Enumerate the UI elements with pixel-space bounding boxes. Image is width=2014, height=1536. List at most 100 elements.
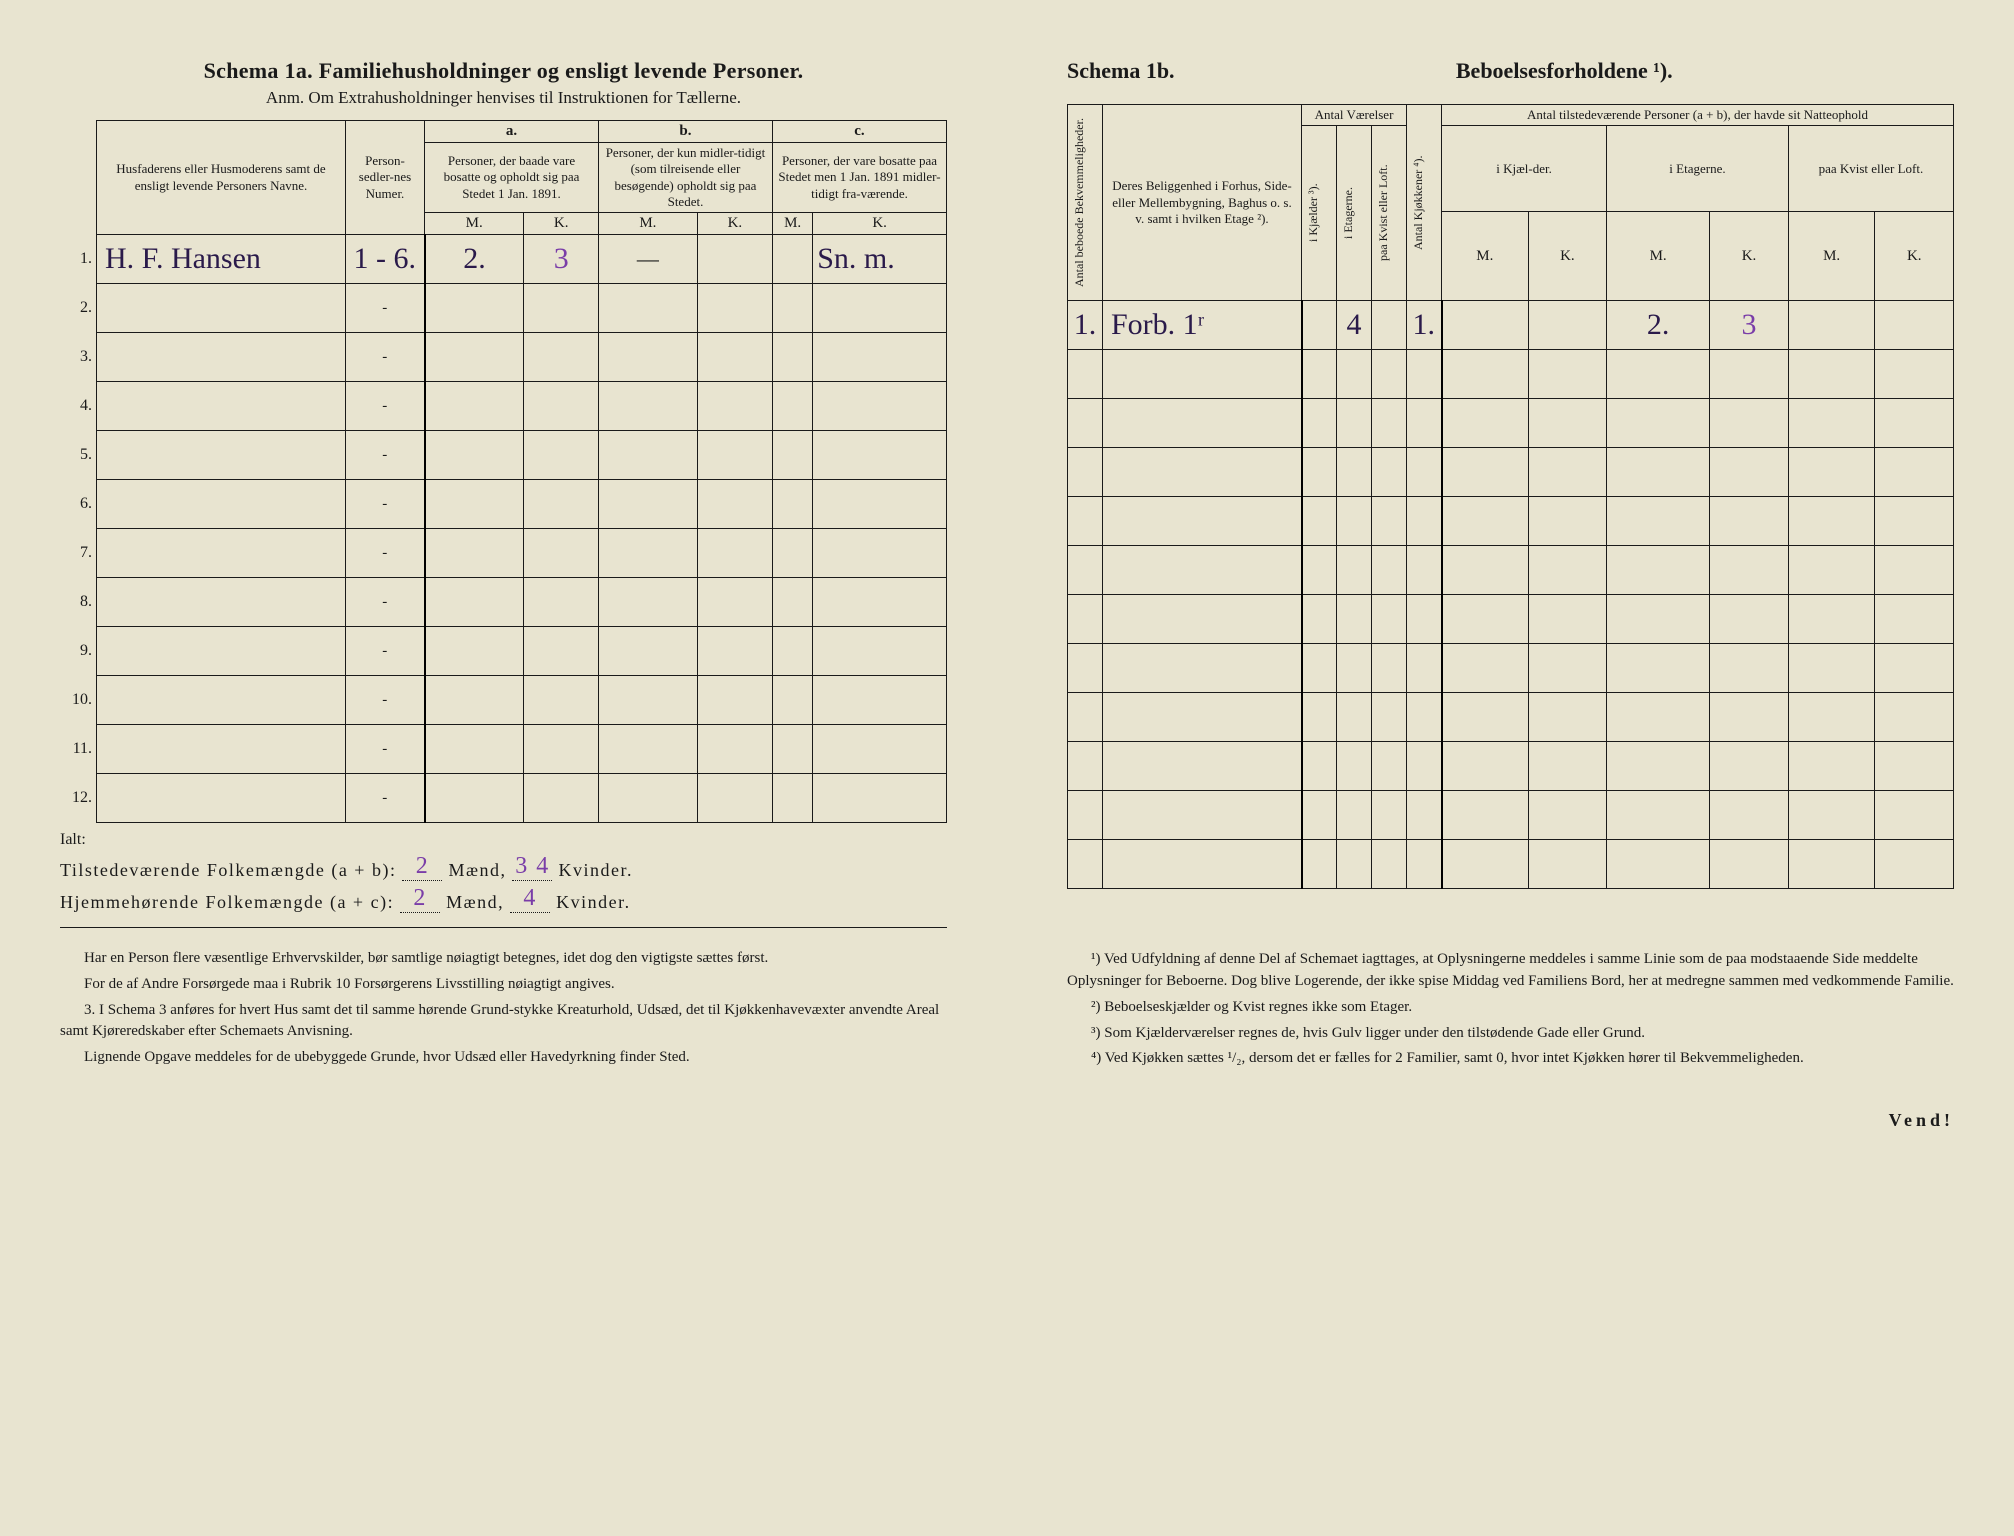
beboede-header: Antal beboede Bekvemmeligheder. <box>1068 105 1103 301</box>
foot4: Lignende Opgave meddeles for de ubebygge… <box>60 1047 947 1069</box>
b-m-cell <box>598 676 697 725</box>
em-cell <box>1607 791 1710 840</box>
kj-m: M. <box>1442 212 1529 301</box>
name-cell <box>97 431 346 480</box>
numer-header: Person-sedler-nes Numer. <box>346 121 425 235</box>
c-m-cell <box>772 725 812 774</box>
a-k-cell <box>524 333 599 382</box>
rfoot4: ⁴) Ved Kjøkken sættes ¹/₂, dersom det er… <box>1067 1048 1954 1070</box>
kj-cell <box>1302 742 1337 791</box>
a-k-cell <box>524 725 599 774</box>
b-k-cell <box>697 431 772 480</box>
et-cell <box>1337 791 1372 840</box>
em-cell <box>1607 742 1710 791</box>
lm-cell <box>1788 791 1875 840</box>
et-m: M. <box>1607 212 1710 301</box>
a-k: K. <box>524 213 599 235</box>
numer-cell: - <box>346 431 425 480</box>
table-row: 1.Forb. 1ʳ41.2.3 <box>1068 301 1954 350</box>
col-a-head: a. <box>425 121 599 143</box>
et-k: K. <box>1710 212 1789 301</box>
b-k-cell <box>697 676 772 725</box>
et-cell: 4 <box>1337 301 1372 350</box>
a-m-cell <box>425 284 524 333</box>
vaer-et: i Etagerne. <box>1337 126 1372 301</box>
sum2-mid: Mænd, <box>446 892 510 912</box>
a-m: M. <box>425 213 524 235</box>
b-k-cell <box>697 774 772 823</box>
vaer-et-vert: i Etagerne. <box>1341 128 1355 298</box>
kv-cell <box>1372 595 1407 644</box>
b-k-cell <box>697 382 772 431</box>
lm-cell <box>1788 497 1875 546</box>
kv-cell <box>1372 546 1407 595</box>
belig-cell <box>1103 595 1302 644</box>
table-header: Husfaderens eller Husmoderens samt de en… <box>60 121 947 235</box>
numer-cell: - <box>346 774 425 823</box>
household-table: Husfaderens eller Husmoderens samt de en… <box>60 120 947 823</box>
lk-cell <box>1875 840 1954 889</box>
b-k-cell <box>697 235 772 284</box>
table-row: 9.- <box>60 627 947 676</box>
lm-cell <box>1788 448 1875 497</box>
et-cell <box>1337 399 1372 448</box>
anm-note: Anm. Om Extrahusholdninger henvises til … <box>60 88 947 108</box>
kv-cell <box>1372 742 1407 791</box>
vaer-kj: i Kjælder ³). <box>1302 126 1337 301</box>
housing-header: Antal beboede Bekvemmeligheder. Deres Be… <box>1068 105 1954 301</box>
ialt-label: Ialt: <box>60 831 947 849</box>
lm-cell <box>1788 350 1875 399</box>
a-m-cell <box>425 382 524 431</box>
vaer-kv-vert: paa Kvist eller Loft. <box>1376 128 1390 298</box>
et-cell <box>1337 595 1372 644</box>
beb-cell <box>1068 742 1103 791</box>
kv-cell <box>1372 448 1407 497</box>
table-row <box>1068 399 1954 448</box>
belig-cell <box>1103 693 1302 742</box>
rfoot2: ²) Beboelseskjælder og Kvist regnes ikke… <box>1067 997 1954 1019</box>
col-c-desc: Personer, der vare bosatte paa Stedet me… <box>772 143 946 213</box>
kk-cell: 1. <box>1407 301 1442 350</box>
c-m-cell <box>772 284 812 333</box>
c-m: M. <box>772 213 812 235</box>
beb-cell <box>1068 497 1103 546</box>
a-m-cell <box>425 480 524 529</box>
c-k-cell <box>813 382 947 431</box>
beb-cell: 1. <box>1068 301 1103 350</box>
kk2-cell <box>1528 742 1606 791</box>
c-m-cell <box>772 578 812 627</box>
ek-cell <box>1710 448 1789 497</box>
table-row: 2.- <box>60 284 947 333</box>
schema-1b-title: Beboelsesforholdene ¹). <box>1456 58 1673 84</box>
lk-cell <box>1875 546 1954 595</box>
kj-cell <box>1302 791 1337 840</box>
a-m-cell: 2. <box>425 235 524 284</box>
em-cell <box>1607 644 1710 693</box>
housing-body: 1.Forb. 1ʳ41.2.3 <box>1068 301 1954 889</box>
table-body: 1.H. F. Hansen1 - 6.2.3 —Sn. m.2.-3.-4.-… <box>60 235 947 823</box>
sum1-mid: Mænd, <box>448 860 512 880</box>
beb-cell <box>1068 791 1103 840</box>
b-k-cell <box>697 529 772 578</box>
pers-header: Antal tilstedeværende Personer (a + b), … <box>1442 105 1954 126</box>
row-number: 7. <box>60 529 97 578</box>
a-k-cell <box>524 529 599 578</box>
rfoot1: ¹) Ved Udfyldning af denne Del af Schema… <box>1067 949 1954 993</box>
b-k-cell <box>697 627 772 676</box>
a-m-cell <box>425 431 524 480</box>
a-k-cell <box>524 578 599 627</box>
b-m-cell <box>598 725 697 774</box>
table-row: 7.- <box>60 529 947 578</box>
row-number: 11. <box>60 725 97 774</box>
km-cell <box>1442 546 1529 595</box>
a-k-cell <box>524 382 599 431</box>
lm-cell <box>1788 693 1875 742</box>
km-cell <box>1442 595 1529 644</box>
row-number-head <box>60 121 97 235</box>
lk-cell <box>1875 644 1954 693</box>
belig-cell <box>1103 840 1302 889</box>
lk-cell <box>1875 693 1954 742</box>
foot1: Har en Person flere væsentlige Erhvervsk… <box>60 948 947 970</box>
beb-cell <box>1068 546 1103 595</box>
ek-cell: 3 <box>1710 301 1789 350</box>
